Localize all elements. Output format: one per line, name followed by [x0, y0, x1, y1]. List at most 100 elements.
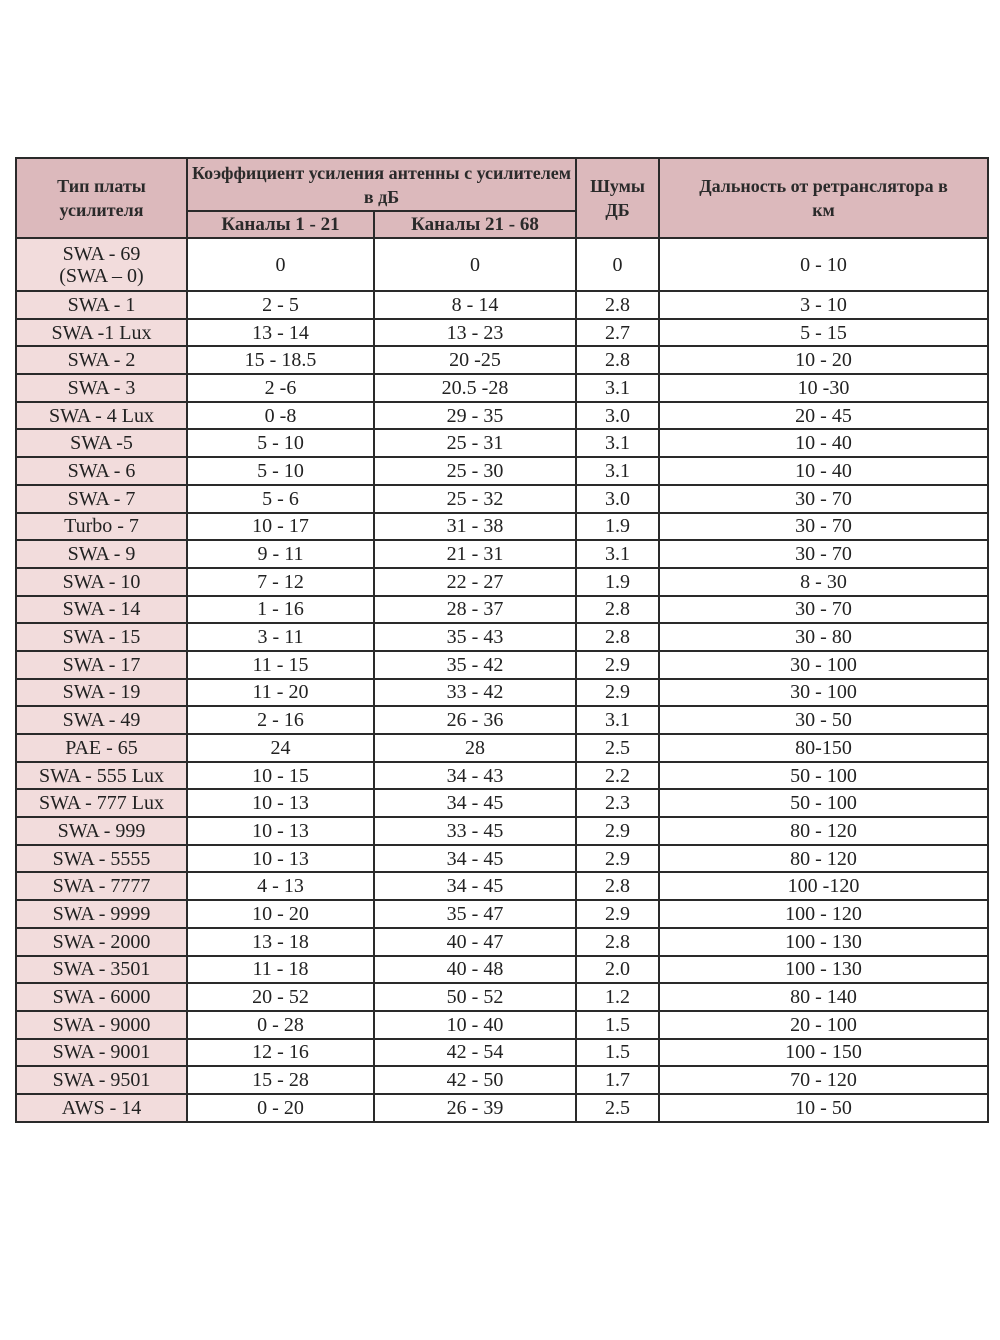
cell-gain-ch21-68: 25 - 30	[372, 456, 578, 486]
cell-gain-ch1-21: 0 - 20	[186, 1092, 375, 1123]
cell-board-type: SWA - 19	[15, 677, 188, 708]
cell-range: 100 - 130	[658, 954, 990, 985]
cell-board-type: PAE - 65	[15, 733, 188, 763]
cell-board-type: SWA - 9	[15, 539, 188, 569]
table-row: SWA - 9000 0 - 28 10 - 40 1.5 20 - 100	[15, 1009, 990, 1040]
cell-gain-ch1-21: 15 - 28	[186, 1065, 375, 1095]
cell-range: 100 - 150	[658, 1037, 990, 1068]
cell-board-type: SWA - 69 (SWA – 0)	[15, 237, 188, 292]
cell-gain-ch21-68: 10 - 40	[372, 1009, 578, 1040]
cell-gain-ch1-21: 10 - 13	[186, 788, 375, 819]
cell-gain-ch21-68: 42 - 54	[372, 1037, 578, 1068]
cell-gain-ch21-68: 8 - 14	[372, 290, 578, 320]
cell-range: 10 - 20	[658, 345, 990, 376]
cell-noise: 2.9	[575, 843, 661, 874]
table-row: SWA - 49 2 - 16 26 - 36 3.1 30 - 50	[15, 705, 990, 735]
cell-gain-ch1-21: 11 - 20	[186, 677, 375, 708]
cell-noise: 2.9	[575, 816, 661, 846]
cell-gain-ch21-68: 25 - 32	[372, 483, 578, 514]
cell-noise: 2.8	[575, 871, 661, 902]
cell-gain-ch21-68: 35 - 42	[372, 649, 578, 680]
cell-gain-ch21-68: 34 - 45	[372, 871, 578, 902]
cell-range: 30 - 100	[658, 649, 990, 680]
cell-board-type: Turbo - 7	[15, 511, 188, 542]
table-row: PAE - 65 24 28 2.5 80-150	[15, 733, 990, 763]
cell-board-type: SWA - 7	[15, 483, 188, 514]
cell-gain-ch21-68: 34 - 45	[372, 788, 578, 819]
cell-gain-ch21-68: 42 - 50	[372, 1065, 578, 1095]
cell-range: 10 - 40	[658, 456, 990, 486]
cell-gain-ch21-68: 50 - 52	[372, 982, 578, 1012]
cell-range: 80 - 140	[658, 982, 990, 1012]
cell-range: 70 - 120	[658, 1065, 990, 1095]
cell-board-type: SWA - 49	[15, 705, 188, 735]
cell-gain-ch1-21: 5 - 10	[186, 428, 375, 459]
cell-range: 30 - 80	[658, 622, 990, 652]
cell-board-type: SWA - 14	[15, 594, 188, 625]
cell-range: 0 - 10	[658, 237, 990, 292]
cell-noise: 3.1	[575, 456, 661, 486]
cell-board-type: SWA - 3	[15, 373, 188, 403]
cell-gain-ch21-68: 25 - 31	[372, 428, 578, 459]
cell-gain-ch1-21: 2 - 16	[186, 705, 375, 735]
cell-gain-ch21-68: 34 - 43	[372, 760, 578, 791]
cell-gain-ch1-21: 13 - 18	[186, 926, 375, 957]
cell-range: 3 - 10	[658, 290, 990, 320]
cell-noise: 2.9	[575, 649, 661, 680]
cell-gain-ch21-68: 40 - 48	[372, 954, 578, 985]
table-row: SWA - 9001 12 - 16 42 - 54 1.5 100 - 150	[15, 1037, 990, 1068]
cell-gain-ch1-21: 24	[186, 733, 375, 763]
cell-board-type: SWA - 4 Lux	[15, 400, 188, 431]
cell-board-type: SWA - 15	[15, 622, 188, 652]
cell-gain-ch1-21: 4 - 13	[186, 871, 375, 902]
cell-noise: 3.0	[575, 400, 661, 431]
table-row: Turbo - 7 10 - 17 31 - 38 1.9 30 - 70	[15, 511, 990, 542]
cell-board-type: SWA - 2	[15, 345, 188, 376]
cell-noise: 2.8	[575, 622, 661, 652]
cell-noise: 2.8	[575, 345, 661, 376]
cell-noise: 3.1	[575, 373, 661, 403]
cell-gain-ch21-68: 20.5 -28	[372, 373, 578, 403]
table-row: SWA - 4 Lux 0 -8 29 - 35 3.0 20 - 45	[15, 400, 990, 431]
cell-gain-ch1-21: 20 - 52	[186, 982, 375, 1012]
cell-gain-ch1-21: 12 - 16	[186, 1037, 375, 1068]
cell-gain-ch1-21: 2 - 5	[186, 290, 375, 320]
table-row: SWA - 9999 10 - 20 35 - 47 2.9 100 - 120	[15, 899, 990, 929]
cell-range: 30 - 70	[658, 539, 990, 569]
header-channels-1-21: Каналы 1 - 21	[186, 210, 375, 239]
cell-range: 20 - 45	[658, 400, 990, 431]
cell-range: 8 - 30	[658, 566, 990, 597]
cell-range: 100 - 120	[658, 899, 990, 929]
cell-board-type: SWA - 2000	[15, 926, 188, 957]
cell-gain-ch21-68: 33 - 45	[372, 816, 578, 846]
cell-gain-ch21-68: 13 - 23	[372, 317, 578, 348]
cell-noise: 1.5	[575, 1037, 661, 1068]
cell-board-type: SWA - 999	[15, 816, 188, 846]
cell-range: 30 - 70	[658, 511, 990, 542]
cell-board-type: SWA -1 Lux	[15, 317, 188, 348]
cell-noise: 2.5	[575, 1092, 661, 1123]
table-row: SWA - 6000 20 - 52 50 - 52 1.2 80 - 140	[15, 982, 990, 1012]
cell-range: 80 - 120	[658, 843, 990, 874]
cell-board-type: SWA - 6000	[15, 982, 188, 1012]
cell-noise: 2.7	[575, 317, 661, 348]
cell-gain-ch1-21: 5 - 6	[186, 483, 375, 514]
cell-noise: 2.8	[575, 926, 661, 957]
table-row: SWA - 2 15 - 18.5 20 -25 2.8 10 - 20	[15, 345, 990, 376]
cell-board-type: SWA - 777 Lux	[15, 788, 188, 819]
table-row: SWA - 999 10 - 13 33 - 45 2.9 80 - 120	[15, 816, 990, 846]
table-row: SWA - 7777 4 - 13 34 - 45 2.8 100 -120	[15, 871, 990, 902]
header-board-type: Тип платы усилителя	[15, 157, 188, 239]
cell-board-type: SWA - 9000	[15, 1009, 188, 1040]
cell-gain-ch21-68: 20 -25	[372, 345, 578, 376]
cell-gain-ch1-21: 10 - 13	[186, 843, 375, 874]
amplifier-table: Тип платы усилителя Коэффициент усиления…	[15, 157, 990, 1123]
cell-noise: 3.1	[575, 428, 661, 459]
table-row: SWA -1 Lux 13 - 14 13 - 23 2.7 5 - 15	[15, 317, 990, 348]
cell-range: 30 - 100	[658, 677, 990, 708]
cell-gain-ch21-68: 26 - 36	[372, 705, 578, 735]
